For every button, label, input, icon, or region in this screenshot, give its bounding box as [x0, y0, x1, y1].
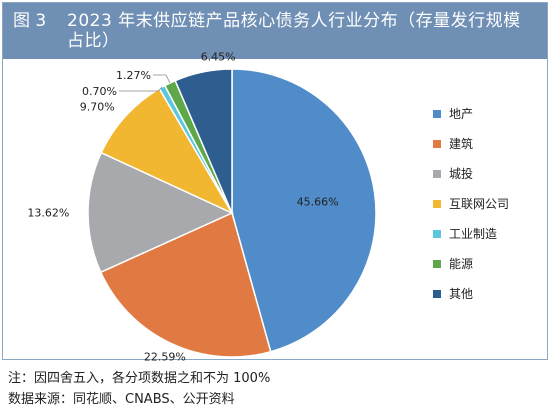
legend-swatch-5 — [433, 230, 441, 238]
leader-line-6 — [153, 74, 171, 84]
legend-label-1: 地产 — [449, 107, 473, 121]
pie-slice-7 — [174, 68, 233, 214]
rounding-note: 注：因四舍五入，各分项数据之和不为 100% — [8, 371, 271, 386]
legend-swatch-4 — [433, 200, 441, 208]
data-label-2: 22.59% — [144, 351, 186, 362]
data-label-7: 6.45% — [201, 51, 236, 64]
legend-swatch-2 — [433, 140, 441, 148]
legend-label-5: 工业制造 — [449, 227, 497, 241]
data-label-6: 1.27% — [116, 69, 151, 82]
pie-chart: 45.66% 22.59% 13.62% 9.70% 0.70% 1.27% 6.45% 地产… — [27, 51, 509, 362]
chart-notes: 注：因四舍五入，各分项数据之和不为 100% 数据来源：同花顺、CNABS、公开… — [8, 368, 270, 410]
data-label-3: 13.62% — [27, 206, 69, 219]
source-note: 数据来源：同花顺、CNABS、公开资料 — [8, 392, 235, 407]
chart-title: 2023 年末供应链产品核心债务人行业分布（存量发行规模占比） — [67, 11, 521, 51]
pie-slice-4 — [100, 87, 234, 215]
title-bar: 图 3 2023 年末供应链产品核心债务人行业分布（存量发行规模占比） — [3, 3, 547, 59]
legend-label-3: 城投 — [449, 166, 473, 181]
legend-label-7: 其他 — [449, 287, 473, 301]
pie-slice-1 — [231, 68, 377, 353]
legend-swatch-7 — [433, 290, 441, 298]
legend-label-6: 能源 — [449, 257, 473, 271]
data-label-5: 0.70% — [82, 85, 117, 98]
legend-label-2: 建筑 — [449, 136, 473, 151]
legend-swatch-1 — [433, 110, 441, 118]
legend-swatch-6 — [433, 260, 441, 268]
chart-figure: 图 3 2023 年末供应链产品核心债务人行业分布（存量发行规模占比） 45.6… — [2, 2, 548, 362]
leader-line-5 — [119, 86, 163, 92]
data-label-4: 9.70% — [80, 101, 115, 114]
legend-swatch-3 — [433, 170, 441, 178]
figure-label: 图 3 — [13, 11, 47, 31]
pie-slice-2 — [99, 211, 272, 358]
data-label-1: 45.66% — [297, 195, 339, 208]
pie-slice-3 — [87, 151, 234, 274]
legend-label-4: 互联网公司 — [449, 197, 509, 211]
